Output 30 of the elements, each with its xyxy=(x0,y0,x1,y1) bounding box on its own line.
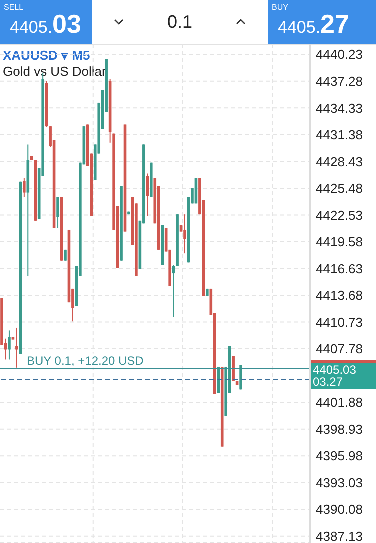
y-tick-label: 4407.78 xyxy=(316,342,363,357)
text: SELL xyxy=(4,3,24,12)
y-tick-label: 4410.73 xyxy=(316,314,363,330)
candlestick xyxy=(184,214,186,254)
price-tag: 4405.03 03.27 xyxy=(311,360,376,389)
y-tick-label: 4437.28 xyxy=(316,74,363,89)
text: BUY xyxy=(272,3,288,12)
y-tick-label: 4434.33 xyxy=(316,100,363,116)
y-tick-label: 4428.43 xyxy=(316,154,363,170)
candlestick xyxy=(8,330,11,360)
candlestick xyxy=(56,196,60,229)
y-tick-label: 4416.63 xyxy=(316,261,363,276)
y-tick-label: 4390.08 xyxy=(316,502,363,518)
candlestick xyxy=(16,327,18,368)
y-tick-label: 4398.93 xyxy=(316,422,363,437)
candlestick xyxy=(23,178,26,198)
y-tick-label: 4395.98 xyxy=(316,448,363,464)
y-tick-label: 4387.13 xyxy=(316,528,363,543)
text: 4405.27 xyxy=(278,9,350,39)
y-tick-label: 4431.38 xyxy=(316,128,363,143)
text: 0.1 xyxy=(167,12,193,32)
y-tick-label: 4413.68 xyxy=(316,288,363,304)
y-tick-label: 4440.23 xyxy=(316,47,363,62)
y-tick-label: 4422.53 xyxy=(316,208,363,223)
y-tick-label: 4393.03 xyxy=(316,475,363,490)
y-tick-label: 4401.88 xyxy=(316,395,363,410)
ref-line-label: BUY 0.1, +12.20 USD xyxy=(27,354,144,368)
y-tick-label: 4419.58 xyxy=(316,234,363,250)
y-tick-label: 4425.48 xyxy=(316,181,363,196)
text: 4405.03 xyxy=(10,9,82,39)
